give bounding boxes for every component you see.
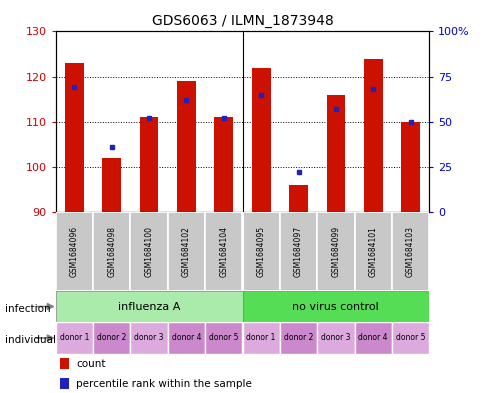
Bar bbox=[60, 378, 69, 389]
Text: donor 3: donor 3 bbox=[134, 334, 164, 342]
Text: GSM1684099: GSM1684099 bbox=[331, 226, 340, 277]
Text: individual: individual bbox=[5, 335, 56, 345]
Bar bbox=[326, 95, 345, 212]
Bar bbox=[205, 322, 242, 354]
Text: GSM1684095: GSM1684095 bbox=[256, 226, 265, 277]
Bar bbox=[242, 212, 279, 291]
Bar bbox=[56, 291, 242, 322]
Bar bbox=[93, 212, 130, 291]
Text: GSM1684100: GSM1684100 bbox=[144, 226, 153, 277]
Bar bbox=[167, 322, 205, 354]
Text: GSM1684096: GSM1684096 bbox=[70, 226, 79, 277]
Text: donor 3: donor 3 bbox=[320, 334, 350, 342]
Text: GSM1684103: GSM1684103 bbox=[405, 226, 414, 277]
Bar bbox=[130, 212, 167, 291]
Text: donor 1: donor 1 bbox=[60, 334, 89, 342]
Bar bbox=[56, 212, 93, 291]
Bar bbox=[56, 322, 93, 354]
Bar bbox=[93, 322, 130, 354]
Bar bbox=[130, 322, 167, 354]
Bar bbox=[60, 358, 69, 369]
Text: count: count bbox=[76, 359, 106, 369]
Bar bbox=[205, 212, 242, 291]
Bar bbox=[242, 322, 279, 354]
Text: GSM1684104: GSM1684104 bbox=[219, 226, 228, 277]
Text: donor 2: donor 2 bbox=[283, 334, 313, 342]
Text: donor 4: donor 4 bbox=[171, 334, 201, 342]
Text: GSM1684097: GSM1684097 bbox=[293, 226, 302, 277]
Text: donor 5: donor 5 bbox=[209, 334, 238, 342]
Bar bbox=[65, 63, 84, 212]
Text: donor 1: donor 1 bbox=[246, 334, 275, 342]
Bar bbox=[279, 322, 317, 354]
Bar bbox=[102, 158, 121, 212]
Bar bbox=[251, 68, 270, 212]
Bar bbox=[177, 81, 196, 212]
Bar bbox=[214, 117, 233, 212]
Bar bbox=[391, 322, 428, 354]
Text: no virus control: no virus control bbox=[292, 301, 378, 312]
Bar bbox=[242, 291, 428, 322]
Bar bbox=[391, 212, 428, 291]
Text: GSM1684102: GSM1684102 bbox=[182, 226, 191, 277]
Bar bbox=[167, 212, 205, 291]
Title: GDS6063 / ILMN_1873948: GDS6063 / ILMN_1873948 bbox=[151, 14, 333, 28]
Text: GSM1684101: GSM1684101 bbox=[368, 226, 377, 277]
Bar bbox=[354, 212, 391, 291]
Text: donor 2: donor 2 bbox=[97, 334, 126, 342]
Text: percentile rank within the sample: percentile rank within the sample bbox=[76, 378, 252, 389]
Text: influenza A: influenza A bbox=[118, 301, 180, 312]
Bar bbox=[139, 117, 158, 212]
Bar bbox=[317, 212, 354, 291]
Bar bbox=[363, 59, 382, 212]
Text: donor 5: donor 5 bbox=[395, 334, 424, 342]
Bar bbox=[354, 322, 391, 354]
Text: donor 4: donor 4 bbox=[358, 334, 387, 342]
Bar bbox=[288, 185, 307, 212]
Bar bbox=[317, 322, 354, 354]
Bar bbox=[279, 212, 317, 291]
Text: GSM1684098: GSM1684098 bbox=[107, 226, 116, 277]
Bar bbox=[400, 122, 419, 212]
Text: infection: infection bbox=[5, 303, 50, 314]
